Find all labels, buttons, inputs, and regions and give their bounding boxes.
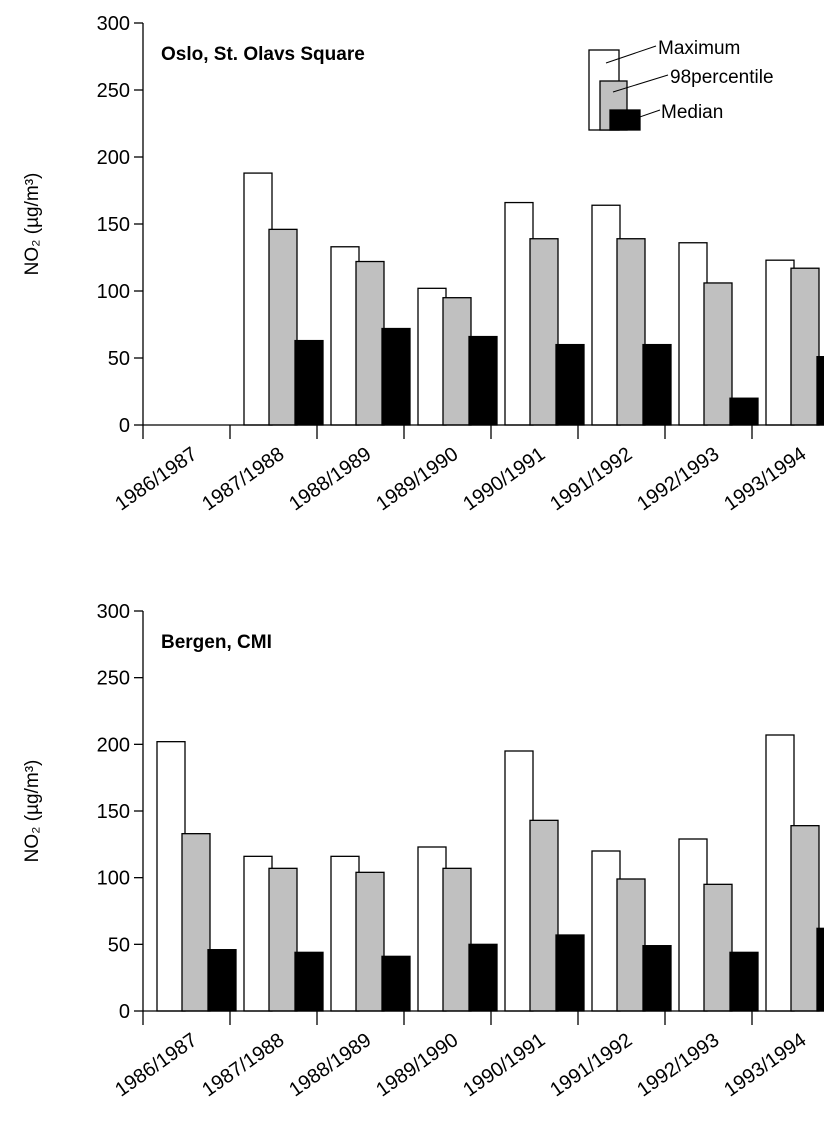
x-tick-label: 1986/1987 — [111, 443, 201, 515]
bar-median-1988/1989 — [381, 327, 411, 426]
bar-median-1987/1988 — [294, 951, 324, 1012]
y-tick-label: 100 — [97, 281, 130, 303]
bar-median-1993/1994 — [816, 927, 824, 1012]
y-tick-label: 250 — [97, 80, 130, 102]
chart-panels: Oslo, St. Olavs Square NO₂ (µg/m³) 0 50 100 1… — [22, 13, 824, 1101]
x-tick-label: 1990/1991 — [459, 443, 549, 515]
x-tick-label: 1992/1993 — [633, 1029, 723, 1101]
bar-median-1987/1988 — [294, 339, 324, 426]
chart-title: Bergen, CMI — [161, 632, 272, 653]
bar-maximum-1991/1992 — [591, 850, 621, 1012]
y-tick-label: 50 — [108, 934, 130, 956]
bar-98percentile-1986/1987 — [181, 833, 211, 1012]
bar-maximum-1991/1992 — [591, 204, 621, 426]
bar-median-1993/1994 — [816, 356, 824, 426]
y-tick-label: 200 — [97, 147, 130, 169]
bar-median-1991/1992 — [642, 343, 672, 426]
legend-leader — [627, 109, 661, 122]
x-tick-label: 1993/1994 — [720, 443, 810, 515]
legend-label-maximum: Maximum — [658, 38, 740, 59]
bar-median-1990/1991 — [555, 934, 585, 1012]
bar-median-1990/1991 — [555, 343, 585, 426]
bar-98percentile-1991/1992 — [616, 238, 646, 426]
bar-98percentile-1990/1991 — [529, 238, 559, 426]
y-tick-label: 300 — [97, 13, 130, 35]
bar-98percentile-1987/1988 — [268, 867, 298, 1012]
bar-maximum-1988/1989 — [330, 855, 360, 1012]
y-tick-label: 0 — [119, 1001, 130, 1023]
legend-label-98percentile: 98percentile — [670, 67, 774, 88]
bar-maximum-1989/1990 — [417, 287, 447, 426]
bar-maximum-1989/1990 — [417, 846, 447, 1012]
bar-median-1988/1989 — [381, 955, 411, 1012]
bar-98percentile-1989/1990 — [442, 297, 472, 426]
x-tick-label: 1987/1988 — [198, 443, 288, 515]
bar-98percentile-1991/1992 — [616, 878, 646, 1012]
x-tick-label: 1988/1989 — [285, 443, 375, 515]
bar-median-1991/1992 — [642, 945, 672, 1012]
x-tick-label: 1991/1992 — [546, 1029, 636, 1101]
chart-panel-1: Oslo, St. Olavs Square NO₂ (µg/m³) 0 50 100 1… — [22, 13, 824, 515]
x-tick-label: 1990/1991 — [459, 1029, 549, 1101]
x-tick-label: 1992/1993 — [633, 443, 723, 515]
y-tick-label: 100 — [97, 868, 130, 890]
y-tick-label: 150 — [97, 801, 130, 823]
bar-98percentile-1993/1994 — [790, 825, 820, 1012]
bar-98percentile-1988/1989 — [355, 260, 385, 426]
bar-maximum-1993/1994 — [765, 259, 795, 426]
x-tick-label: 1989/1990 — [372, 443, 462, 515]
bar-maximum-1993/1994 — [765, 734, 795, 1012]
bar-98percentile-1993/1994 — [790, 267, 820, 426]
bar-maximum-1987/1988 — [243, 855, 273, 1012]
legend-leader — [612, 74, 669, 93]
y-tick-label: 150 — [97, 214, 130, 236]
bar-median-1992/1993 — [729, 397, 759, 426]
x-tick-label: 1986/1987 — [111, 1029, 201, 1101]
chart-title: Oslo, St. Olavs Square — [161, 44, 365, 65]
x-tick-label: 1993/1994 — [720, 1029, 810, 1101]
bar-maximum-1990/1991 — [504, 750, 534, 1012]
y-tick-label: 0 — [119, 415, 130, 437]
x-tick-label: 1988/1989 — [285, 1029, 375, 1101]
y-tick-label: 200 — [97, 734, 130, 756]
legend-label-median: Median — [661, 102, 723, 123]
bar-median-1986/1987 — [207, 949, 237, 1012]
bar-98percentile-1992/1993 — [703, 883, 733, 1012]
y-axis-label: NO₂ (µg/m³) — [22, 760, 43, 863]
chart-panel-2: Bergen, CMI NO₂ (µg/m³) 0 50 100 150 200 250 300… — [22, 601, 824, 1101]
x-tick-label: 1991/1992 — [546, 443, 636, 515]
legend: Maximum 98percentile Median — [588, 38, 774, 131]
x-tick-label: 1987/1988 — [198, 1029, 288, 1101]
bar-median-1992/1993 — [729, 951, 759, 1012]
bar-98percentile-1990/1991 — [529, 819, 559, 1012]
bar-maximum-1988/1989 — [330, 246, 360, 426]
y-axis-label: NO₂ (µg/m³) — [22, 173, 43, 276]
bar-98percentile-1988/1989 — [355, 871, 385, 1012]
bar-98percentile-1992/1993 — [703, 282, 733, 426]
bar-maximum-1986/1987 — [156, 741, 186, 1012]
bar-98percentile-1987/1988 — [268, 228, 298, 426]
bar-maximum-1990/1991 — [504, 201, 534, 426]
bar-maximum-1987/1988 — [243, 172, 273, 426]
legend-leader — [605, 45, 657, 64]
legend-swatch-median — [609, 109, 641, 131]
x-tick-label: 1989/1990 — [372, 1029, 462, 1101]
bar-98percentile-1989/1990 — [442, 867, 472, 1012]
y-tick-label: 50 — [108, 348, 130, 370]
bar-maximum-1992/1993 — [678, 838, 708, 1012]
bar-median-1989/1990 — [468, 335, 498, 426]
y-tick-label: 300 — [97, 601, 130, 623]
bar-maximum-1992/1993 — [678, 242, 708, 426]
y-tick-label: 250 — [97, 668, 130, 690]
bar-median-1989/1990 — [468, 943, 498, 1012]
